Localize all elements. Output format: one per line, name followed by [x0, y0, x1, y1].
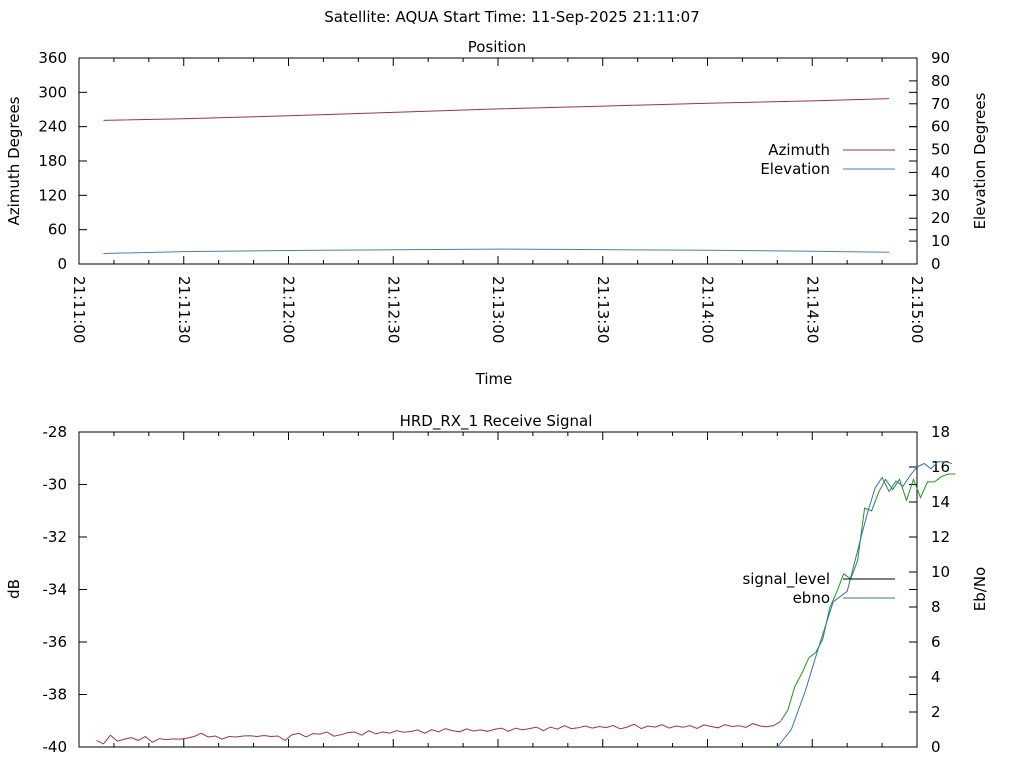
y-tick-label: 0: [57, 255, 67, 273]
y-tick-label: -30: [43, 476, 68, 494]
x-tick-label: 21:13:00: [489, 276, 507, 343]
position-xlabel: Time: [475, 370, 513, 388]
receive-signal-chart: HRD_RX_1 Receive Signal dB Eb/No -40 -38 -…: [5, 412, 989, 756]
y2-tick-label: 2: [931, 703, 941, 721]
y2-tick-label: 6: [931, 633, 941, 651]
y2-tick-label: 60: [931, 118, 950, 136]
x-tick-label: 21:11:30: [175, 276, 193, 343]
series-line-elevation: [103, 248, 890, 254]
x-tick-label: 21:13:30: [594, 276, 612, 343]
y2-tick-label: 12: [931, 528, 950, 546]
y-tick-label: 180: [38, 152, 67, 170]
y-tick-label: 360: [38, 49, 67, 67]
y2-tick-label: 14: [931, 493, 950, 511]
position-y2label: Elevation Degrees: [971, 92, 989, 229]
y2-tick-label: 16: [931, 458, 950, 476]
y2-tick-label: 0: [931, 738, 941, 756]
x-tick-label: 21:14:00: [699, 276, 717, 343]
y-tick-label: -36: [43, 633, 68, 651]
position-ylabel: Azimuth Degrees: [5, 96, 23, 225]
y2-tick-label: 0: [931, 255, 941, 273]
y2-tick-label: 80: [931, 72, 950, 90]
y2-tick-label: 20: [931, 209, 950, 227]
y2-tick-label: 4: [931, 668, 941, 686]
legend-label: Elevation: [760, 160, 830, 178]
y2-tick-label: 40: [931, 163, 950, 181]
y-tick-label: -40: [43, 738, 68, 756]
y2-tick-label: 30: [931, 186, 950, 204]
x-tick-label: 21:12:00: [280, 276, 298, 343]
y-tick-label: 60: [48, 221, 67, 239]
y-tick-label: -38: [43, 686, 68, 704]
series-line-azimuth: [103, 98, 890, 121]
y2-tick-label: 70: [931, 95, 950, 113]
series-line-ebno: [776, 461, 953, 748]
y2-tick-label: 10: [931, 232, 950, 250]
y-tick-label: -34: [43, 581, 68, 599]
y-tick-label: -28: [43, 423, 68, 441]
legend-label: ebno: [793, 589, 830, 607]
y-tick-label: 240: [38, 118, 67, 136]
signal-y2label: Eb/No: [971, 567, 989, 611]
position-chart: Position Azimuth Degrees Elevation Degre…: [5, 38, 989, 388]
y2-tick-label: 8: [931, 598, 941, 616]
signal-ylabel: dB: [5, 579, 23, 599]
y-tick-label: -32: [43, 528, 68, 546]
y2-tick-label: 90: [931, 49, 950, 67]
x-tick-label: 21:14:30: [803, 276, 821, 343]
y2-tick-label: 50: [931, 141, 950, 159]
y2-tick-label: 10: [931, 563, 950, 581]
signal-trace-line: [96, 720, 782, 745]
figure-title: Satellite: AQUA Start Time: 11-Sep-2025 …: [324, 8, 700, 26]
legend-label: Azimuth: [768, 141, 830, 159]
position-title: Position: [468, 38, 526, 56]
x-tick-label: 21:15:00: [908, 276, 926, 343]
legend-label: signal_level: [742, 570, 830, 589]
x-tick-label: 21:12:30: [384, 276, 402, 343]
signal-title: HRD_RX_1 Receive Signal: [400, 412, 593, 431]
y-tick-label: 300: [38, 83, 67, 101]
x-tick-label: 21:11:00: [70, 276, 88, 343]
y-tick-label: 120: [38, 186, 67, 204]
y2-tick-label: 18: [931, 423, 950, 441]
